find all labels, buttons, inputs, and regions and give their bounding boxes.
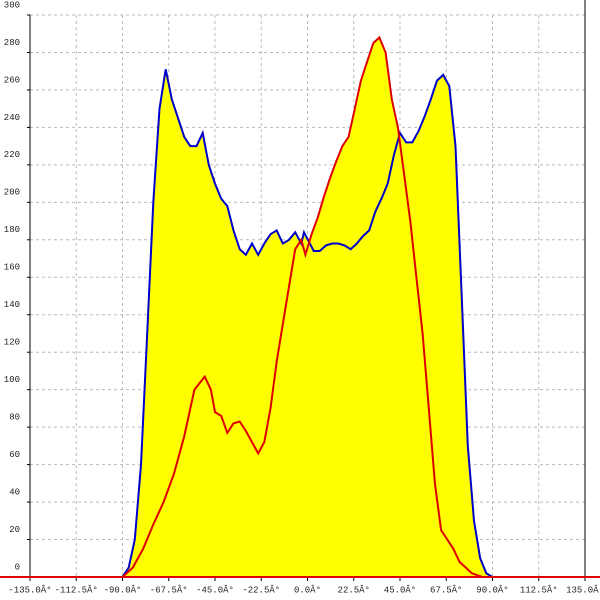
x-tick-label: -22.5Â° <box>242 584 280 595</box>
y-tick-label: 180 <box>4 225 20 235</box>
y-tick-label: 200 <box>4 188 20 198</box>
y-tick-label: 280 <box>4 38 20 48</box>
y-tick-label: 120 <box>4 338 20 348</box>
line <box>121 35 493 578</box>
x-tick-label: 112.5Â° <box>520 584 558 595</box>
y-tick-label: 40 <box>9 487 20 497</box>
y-tick-label: 260 <box>4 75 20 85</box>
y-tick-label: 240 <box>4 113 20 123</box>
x-tick-label: 90.0Â° <box>476 584 508 595</box>
x-tick-label: 135.0Â° <box>566 584 600 595</box>
x-tick-label: -45.0Â° <box>196 584 234 595</box>
y-tick-label: 160 <box>4 263 20 273</box>
x-tick-label: 45.0Â° <box>384 584 416 595</box>
x-tick-label: -67.5Â° <box>150 584 188 595</box>
x-tick-label: -90.0Â° <box>104 584 142 595</box>
y-tick-label: 60 <box>9 450 20 460</box>
x-tick-label: 67.5Â° <box>430 584 462 595</box>
y-tick-label: 100 <box>4 375 20 385</box>
x-tick-label: 0.0Â° <box>294 584 321 595</box>
y-tick-label: 220 <box>4 150 20 160</box>
y-tick-label: 80 <box>9 413 20 423</box>
y-tick-label: 20 <box>9 525 20 535</box>
area-fill <box>122 37 493 577</box>
x-tick-label: -135.0Â° <box>8 584 51 595</box>
x-tick-label: 22.5Â° <box>338 584 370 595</box>
y-tick-label: 140 <box>4 300 20 310</box>
y-tick-label: 0 <box>15 562 20 572</box>
y-tick-label: 300 <box>4 0 20 10</box>
x-tick-label: -112.5Â° <box>55 584 98 595</box>
line <box>121 69 494 578</box>
